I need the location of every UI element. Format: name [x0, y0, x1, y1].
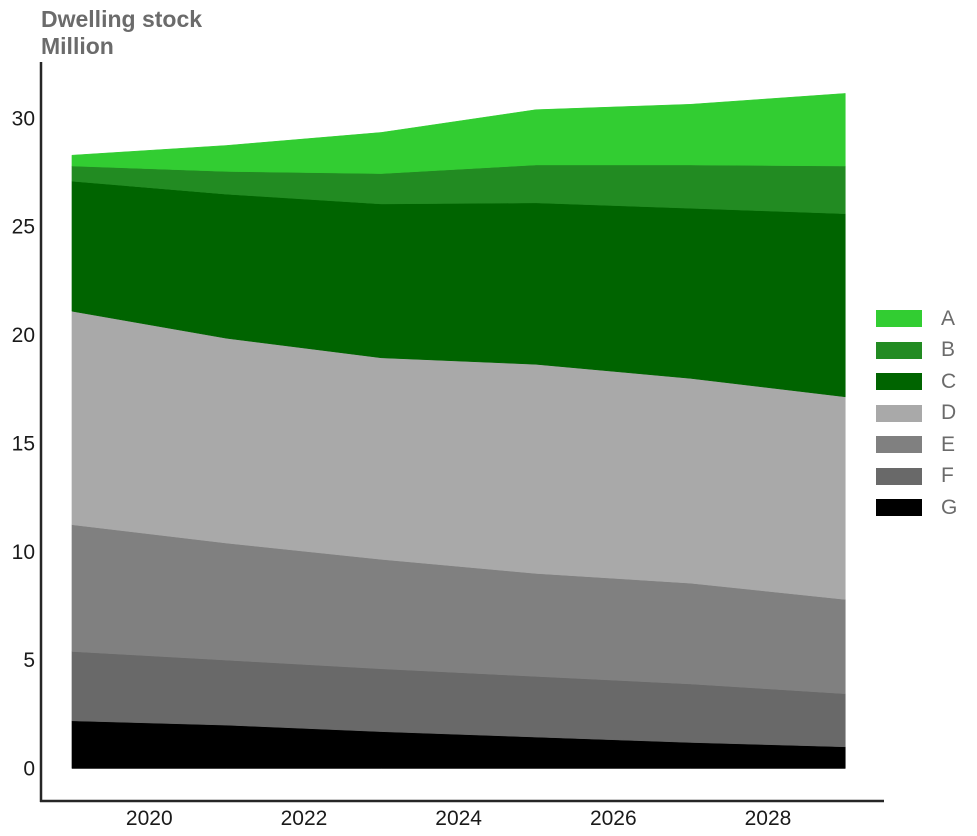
x-tick-label: 2024 [435, 807, 482, 830]
y-tick-label: 25 [12, 216, 35, 239]
legend-swatch [876, 499, 922, 517]
legend-swatch [876, 467, 922, 485]
legend-label: B [941, 338, 956, 362]
legend-item-b: B [876, 335, 957, 367]
y-tick-label: 0 [23, 757, 35, 780]
legend-item-f: F [876, 461, 957, 493]
y-tick-label: 15 [12, 432, 35, 455]
legend-swatch [876, 310, 922, 328]
x-tick-label: 2020 [126, 807, 173, 830]
x-tick-label: 2026 [590, 807, 637, 830]
x-tick-label: 2022 [281, 807, 328, 830]
legend-item-e: E [876, 429, 957, 461]
y-tick-label: 30 [12, 107, 35, 130]
legend-label: E [941, 432, 956, 456]
chart-subtitle-units: Million [41, 33, 114, 59]
legend-label: A [941, 306, 956, 330]
legend-label: F [941, 464, 954, 488]
legend-item-a: A [876, 303, 957, 335]
legend-label: D [941, 401, 957, 425]
area-series-a [71, 93, 846, 174]
legend-swatch [876, 436, 922, 454]
y-tick-label: 20 [12, 324, 35, 347]
legend-swatch [876, 404, 922, 422]
legend-swatch [876, 341, 922, 359]
legend-item-g: G [876, 492, 957, 524]
chart-title-line1: Dwelling stock [41, 6, 203, 32]
chart-title: Dwelling stock Million [41, 6, 202, 60]
legend-label: C [941, 369, 957, 393]
legend-item-d: D [876, 398, 957, 430]
y-tick-label: 5 [23, 649, 35, 672]
legend-swatch [876, 373, 922, 391]
legend-label: G [941, 495, 958, 519]
y-tick-label: 10 [12, 541, 35, 564]
area-series-group [71, 93, 846, 769]
axes-group: 0 5 10 15 20 25 30 2020 2022 2024 2026 2028 [12, 62, 884, 830]
x-tick-label: 2028 [745, 807, 792, 830]
legend-item-c: C [876, 366, 957, 398]
